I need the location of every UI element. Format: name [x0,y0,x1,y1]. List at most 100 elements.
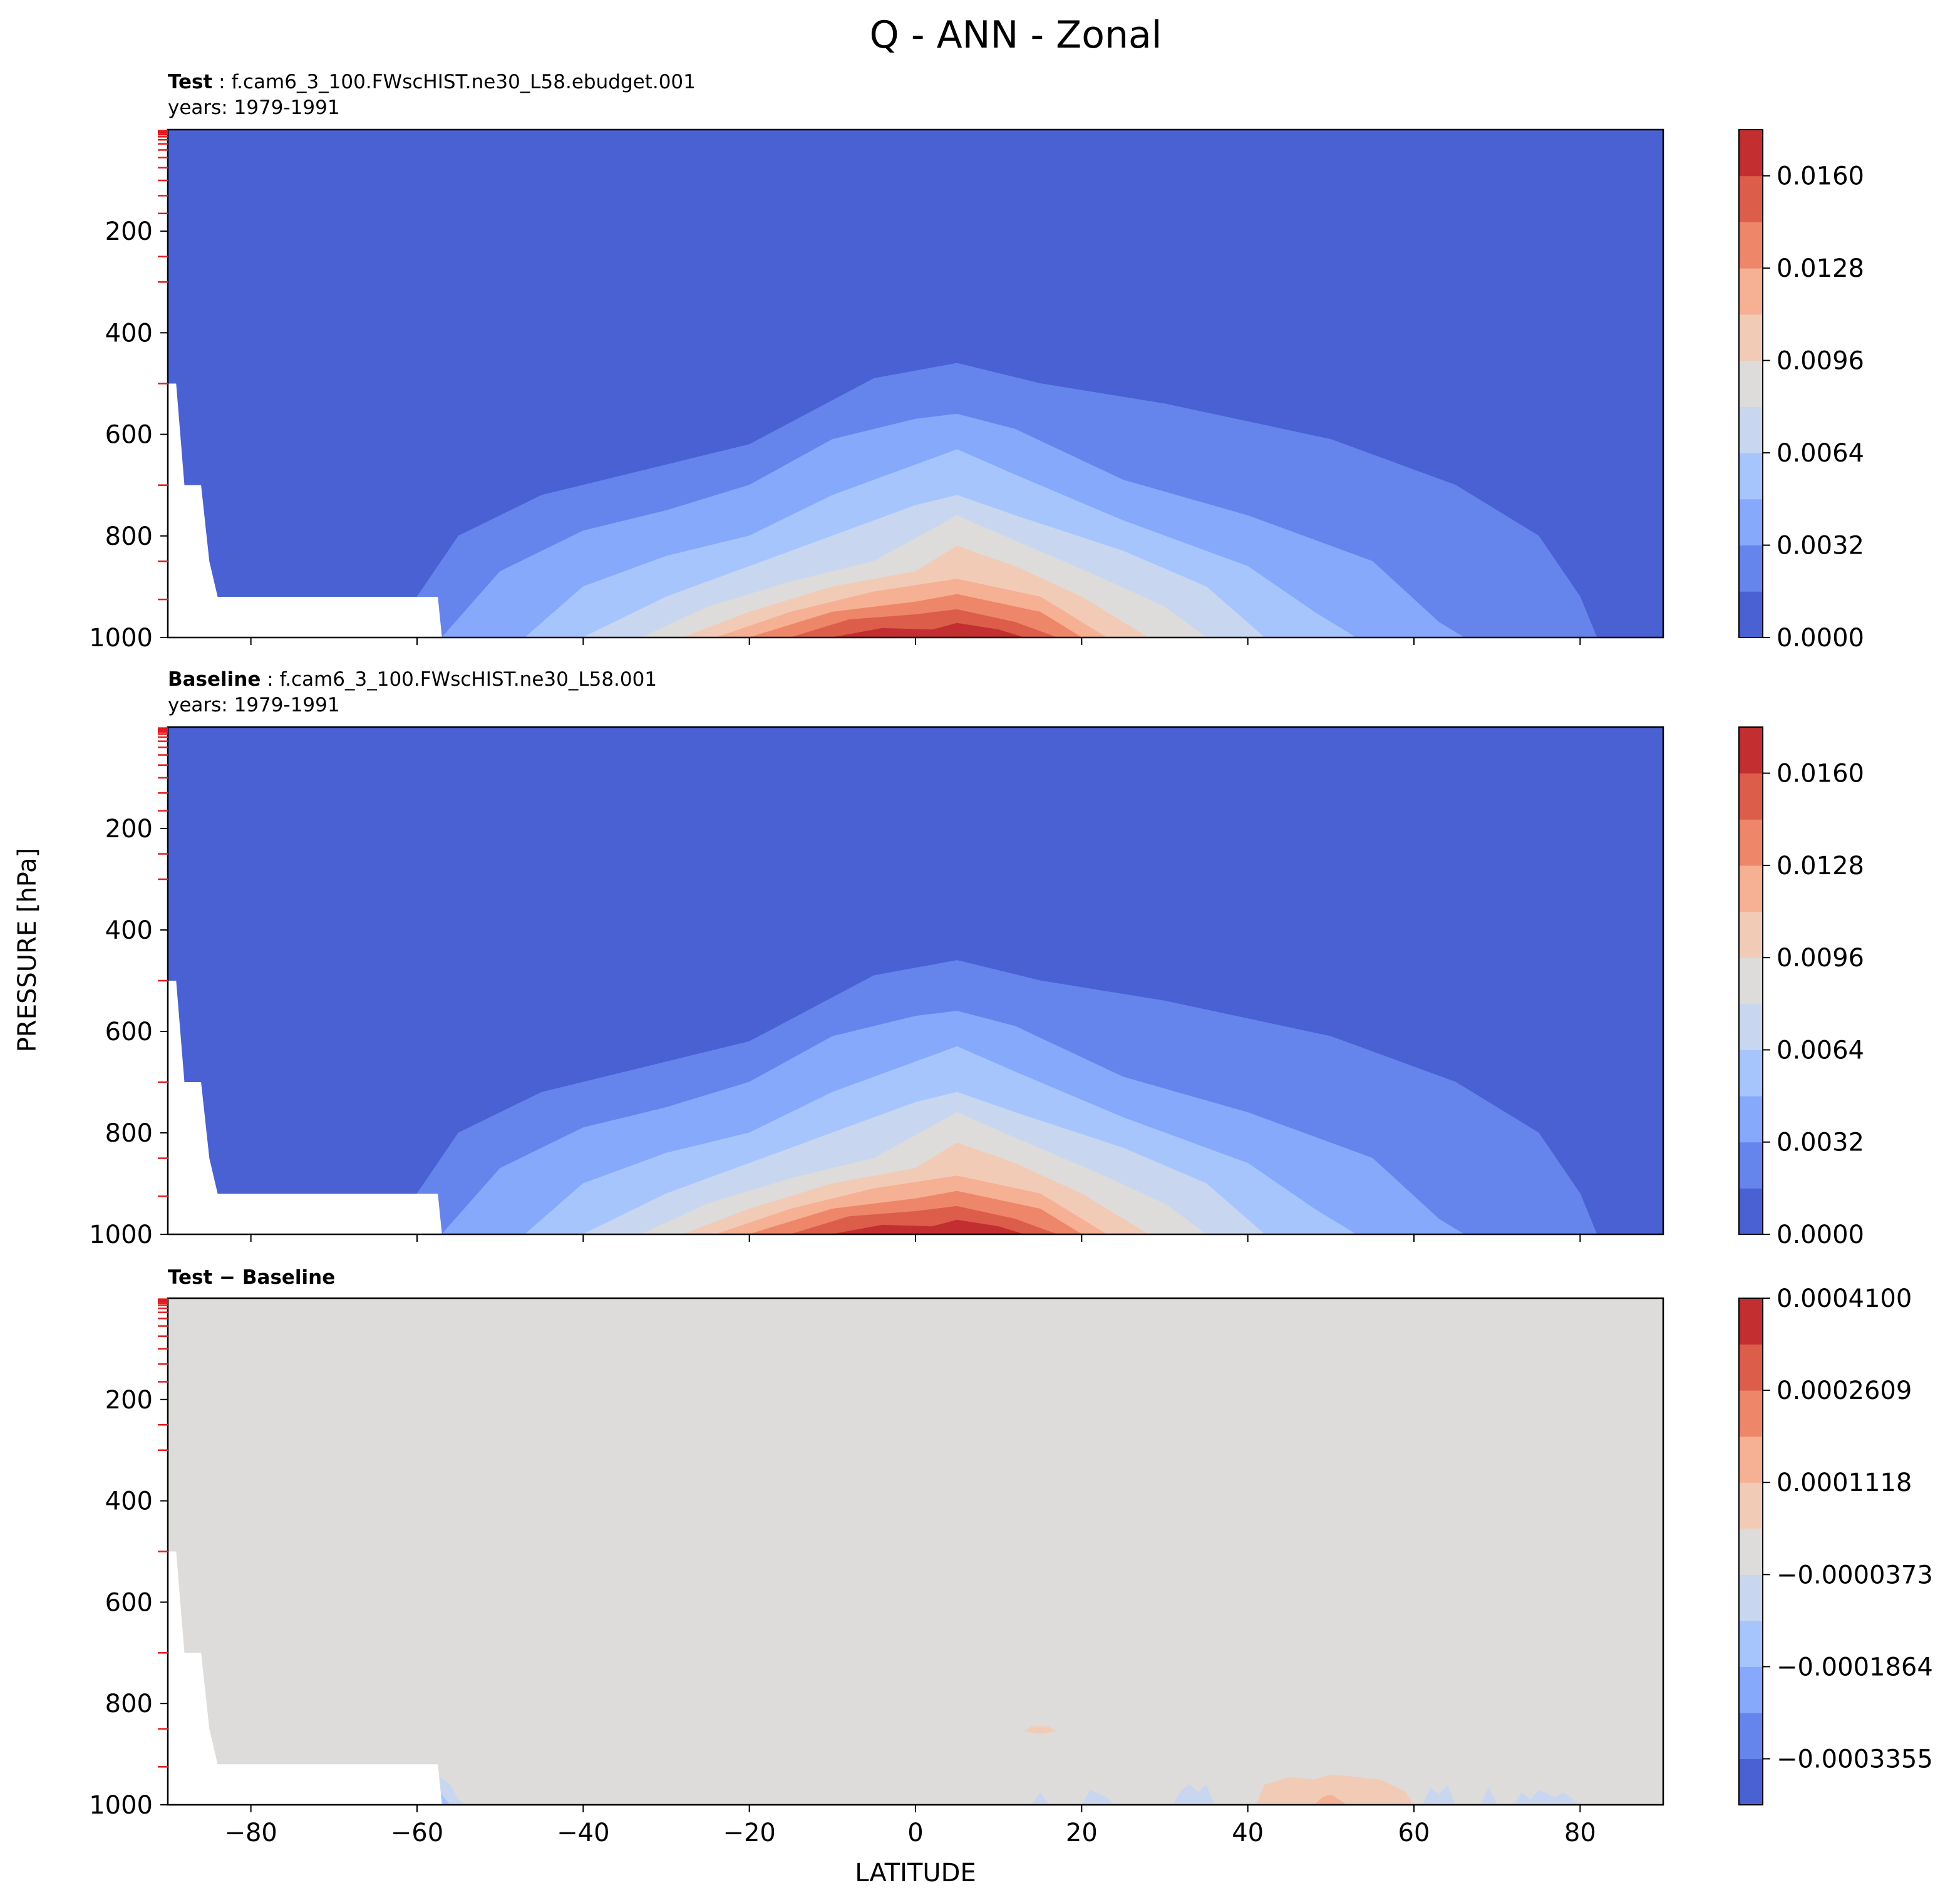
difference-anomaly-patch [1314,1794,1348,1805]
y-tick-label: 200 [105,815,153,844]
y-tick-label: 800 [105,1690,153,1718]
colorbar-segment [1739,911,1763,958]
colorbar-frame [1738,129,1763,638]
colorbar-tick-label: 0.0096 [1777,347,1864,376]
baseline-panel: Baseline : f.cam6_3_100.FWscHIST.ne30_L5… [89,668,1864,1249]
baseline-panel-header-bold: Baseline [168,668,260,691]
test-panel-header-sep: : [212,71,231,93]
colorbar-tick-label: 0.0002609 [1777,1376,1912,1405]
y-tick-label: 1000 [89,1221,153,1249]
difference-anomaly-patch [1173,1784,1215,1805]
difference-anomaly-patch [1023,1726,1057,1734]
colorbar-segment [1739,1344,1763,1391]
colorbar-tick-label: 0.0096 [1777,944,1864,973]
colorbar-tick-label: −0.0001864 [1777,1653,1933,1681]
test-panel-header-case: f.cam6_3_100.FWscHIST.ne30_L58.ebudget.0… [231,71,695,93]
x-tick-label: −20 [723,1819,775,1847]
x-tick-label: −60 [391,1819,443,1847]
colorbar-tick-label: 0.0032 [1777,1128,1864,1157]
y-tick-label: 200 [105,1386,153,1415]
difference-panel-header: Test − Baseline [168,1266,335,1289]
contour-fill-level-10 [832,622,1024,638]
difference-anomaly-patch [1422,1784,1456,1805]
y-axis-label: PRESSURE [hPa] [13,848,42,1052]
x-axis-label: LATITUDE [855,1859,976,1887]
y-tick-label: 800 [105,1119,153,1148]
y-tick-label: 600 [105,1018,153,1046]
colorbar-tick-label: 0.0000 [1777,624,1864,653]
x-tick-label: −80 [224,1819,277,1847]
colorbar-segment [1739,1142,1763,1189]
missing-data-mask [168,383,442,638]
y-tick-label: 600 [105,1588,153,1617]
colorbar-segment [1739,268,1763,315]
colorbar-tick-label: 0.0032 [1777,532,1864,560]
colorbar-segment [1739,130,1763,177]
colorbar-segment [1739,1620,1763,1667]
colorbar-tick-label: 0.0001118 [1777,1469,1912,1497]
x-tick-label: 0 [907,1819,923,1847]
difference-anomaly-patch [1514,1789,1581,1805]
colorbar-segment [1739,865,1763,912]
figure-title: Q - ANN - Zonal [870,13,1162,57]
baseline-panel-years: years: 1979-1991 [168,694,340,716]
colorbar-tick-label: 0.0128 [1777,254,1864,283]
contour-fill-level-10 [832,1219,1024,1234]
colorbar-frame [1738,1298,1763,1805]
difference-anomaly-patch [1480,1787,1497,1805]
colorbar-frame [1738,726,1763,1235]
x-tick-label: 40 [1232,1819,1264,1847]
colorbar-segment [1739,222,1763,269]
colorbar-segment [1739,727,1763,774]
colorbar-tick-label: 0.0064 [1777,1036,1864,1065]
colorbar-segment [1739,1436,1763,1483]
difference-anomaly-patch [1256,1774,1414,1805]
colorbar-tick-label: −0.0000373 [1777,1561,1933,1589]
colorbar-segment [1739,1188,1763,1235]
difference-anomaly-patch [1031,1792,1049,1805]
colorbar-segment [1739,1758,1763,1805]
difference-anomaly-patch [1081,1789,1115,1805]
colorbar-tick-label: 0.0160 [1777,760,1864,788]
colorbar-segment [1739,591,1763,638]
missing-data-mask [168,1551,442,1805]
colorbar-tick-label: −0.0003355 [1777,1745,1933,1774]
colorbar-segment [1739,1482,1763,1529]
difference-panel-header-baseline: Baseline [242,1266,335,1289]
baseline-panel-header: Baseline : f.cam6_3_100.FWscHIST.ne30_L5… [168,668,657,691]
colorbar-segment [1739,773,1763,820]
colorbar-segment [1739,314,1763,361]
colorbar-segment [1739,1096,1763,1143]
plot-area [168,1298,1663,1805]
y-tick-label: 1000 [89,1791,153,1820]
baseline-panel-header-sep: : [260,668,279,691]
y-tick-label: 1000 [89,624,153,653]
x-tick-label: 60 [1398,1819,1430,1847]
colorbar-tick-label: 0.0128 [1777,852,1864,880]
colorbar-segment [1739,1574,1763,1621]
test-panel-header-bold: Test [168,71,213,93]
colorbar-tick-label: 0.0000 [1777,1221,1864,1249]
colorbar-tick-label: 0.0064 [1777,439,1864,468]
difference-panel-header-test: Test [168,1266,213,1289]
colorbar-segment [1739,958,1763,1004]
plot-area [168,727,1663,1234]
colorbar-segment [1739,1298,1763,1345]
colorbar-tick-label: 0.0160 [1777,162,1864,191]
test-panel: Test : f.cam6_3_100.FWscHIST.ne30_L58.eb… [89,71,1864,653]
y-tick-label: 400 [105,916,153,945]
y-tick-label: 600 [105,421,153,450]
colorbar-segment [1739,1528,1763,1575]
colorbar-segment [1739,406,1763,453]
colorbar-segment [1739,545,1763,592]
colorbar-segment [1739,1712,1763,1759]
colorbar-segment [1739,453,1763,500]
missing-data-mask [168,981,442,1234]
y-tick-label: 400 [105,319,153,348]
colorbar-segment [1739,819,1763,866]
test-panel-header: Test : f.cam6_3_100.FWscHIST.ne30_L58.eb… [168,71,696,93]
colorbar-segment [1739,1666,1763,1713]
colorbar-segment [1739,1390,1763,1437]
plot-area [168,130,1663,638]
